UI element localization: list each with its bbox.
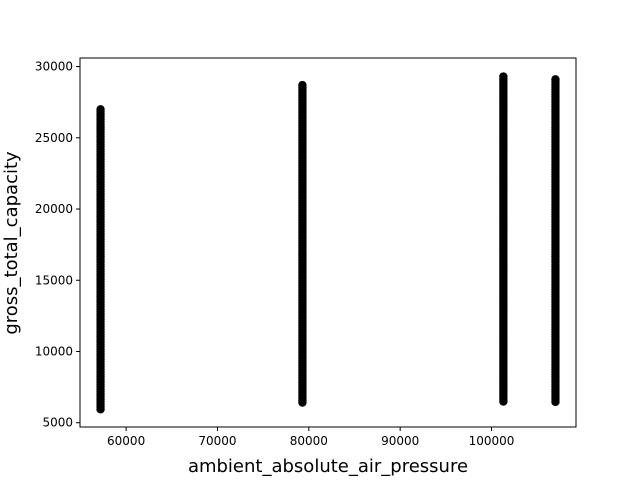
x-tick-label: 70000 bbox=[198, 434, 236, 448]
y-axis: 5000 10000 15000 20000 25000 30000 bbox=[35, 60, 80, 430]
y-tick-label: 20000 bbox=[35, 202, 73, 216]
y-axis-label: gross_total_capacity bbox=[1, 151, 22, 335]
data-point bbox=[96, 405, 105, 414]
y-tick-label: 25000 bbox=[35, 131, 73, 145]
data-point bbox=[298, 398, 307, 407]
plot-frame bbox=[79, 57, 577, 428]
x-tick-label: 90000 bbox=[381, 434, 419, 448]
x-tick-label: 100000 bbox=[469, 434, 515, 448]
data-points bbox=[96, 72, 560, 414]
x-axis-label: ambient_absolute_air_pressure bbox=[188, 456, 468, 477]
data-point bbox=[499, 397, 508, 406]
data-point bbox=[551, 397, 560, 407]
x-axis: 60000 70000 80000 90000 100000 bbox=[107, 427, 514, 448]
x-tick-label: 80000 bbox=[290, 434, 328, 448]
y-tick-label: 30000 bbox=[35, 60, 73, 74]
y-tick-label: 15000 bbox=[35, 273, 73, 287]
y-tick-label: 10000 bbox=[35, 344, 73, 358]
y-tick-label: 5000 bbox=[42, 416, 73, 430]
x-tick-label: 60000 bbox=[107, 434, 145, 448]
